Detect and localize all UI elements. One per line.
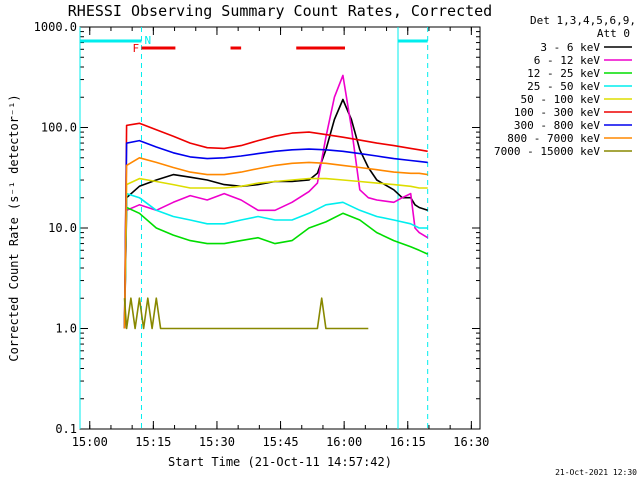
series-line xyxy=(123,122,428,329)
x-tick-label: 16:15 xyxy=(390,435,426,449)
chart-title: RHESSI Observing Summary Count Rates, Co… xyxy=(68,2,492,20)
legend-item-label: 12 - 25 keV xyxy=(527,67,600,80)
series-line xyxy=(123,157,428,329)
legend-item-label: 25 - 50 keV xyxy=(527,80,600,93)
series-line xyxy=(123,297,369,330)
flag-bars: FN xyxy=(80,34,428,55)
flag-label: N xyxy=(144,34,151,47)
y-tick-label: 100.0 xyxy=(41,121,77,135)
y-tick-label: 0.1 xyxy=(55,422,77,436)
series-line xyxy=(123,192,428,329)
y-tick-label: 1.0 xyxy=(55,322,77,336)
x-tick-label: 15:45 xyxy=(262,435,298,449)
legend-item-label: 100 - 300 keV xyxy=(514,106,600,119)
y-tick-label: 1000.0 xyxy=(34,20,77,34)
series-line xyxy=(123,98,428,329)
y-tick-label: 10.0 xyxy=(48,221,77,235)
flag-label: F xyxy=(132,42,139,55)
legend-item-label: 800 - 7000 keV xyxy=(507,132,600,145)
legend-item-label: 3 - 6 keV xyxy=(540,41,600,54)
y-axis-ticks: 0.1 1.0 10.0 100.0 1000.0 xyxy=(34,20,480,436)
series-line xyxy=(123,74,429,329)
legend-item-label: 300 - 800 keV xyxy=(514,119,600,132)
legend-item-label: 50 - 100 keV xyxy=(521,93,601,106)
legend-header-line-2: Att 0 xyxy=(597,27,630,40)
x-axis-ticks: 15:00 15:15 15:30 15:45 16:00 16:15 16:30 xyxy=(72,27,489,449)
series-lines xyxy=(123,74,429,330)
legend-header-line-1: Det 1,3,4,5,6,9, xyxy=(530,14,636,27)
legend-item-label: 6 - 12 keV xyxy=(534,54,601,67)
x-tick-label: 15:00 xyxy=(72,435,108,449)
series-line xyxy=(123,139,428,329)
series-line xyxy=(123,206,429,329)
x-axis-label: Start Time (21-Oct-11 14:57:42) xyxy=(168,455,392,469)
y-axis-label: Corrected Count Rate (s⁻¹ detector⁻¹) xyxy=(7,94,21,361)
x-tick-label: 16:00 xyxy=(326,435,362,449)
x-tick-label: 16:30 xyxy=(453,435,489,449)
x-tick-label: 15:30 xyxy=(199,435,235,449)
series-line xyxy=(123,177,428,329)
x-tick-label: 15:15 xyxy=(135,435,171,449)
footer-timestamp: 21-Oct-2021 12:30 xyxy=(555,468,637,477)
legend-item-label: 7000 - 15000 keV xyxy=(494,145,600,158)
